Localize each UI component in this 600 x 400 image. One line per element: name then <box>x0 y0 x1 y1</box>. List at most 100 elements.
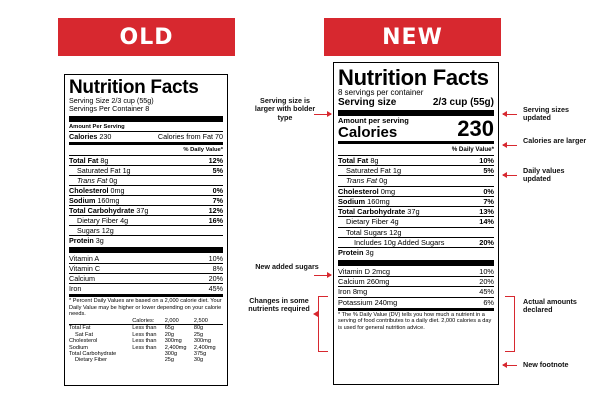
vitamin-dv: 6% <box>483 297 494 307</box>
vitamin-row: Vitamin D 2mcg 10% <box>338 267 494 276</box>
new-calories-label: Calories <box>338 124 398 142</box>
footnote-table-cell: Total Carbohydrate <box>69 351 117 358</box>
footnote-table-cell <box>69 318 132 325</box>
nutrient-row: Total Fat 8g 10% <box>338 154 494 165</box>
vitamin-name: Vitamin C <box>69 264 101 274</box>
vitamin-dv: 20% <box>479 276 494 286</box>
divider <box>338 141 494 145</box>
nutrient-row: Sodium 160mg 7% <box>69 195 223 205</box>
vitamin-name: Iron <box>69 284 82 294</box>
nutrient-row: Total Fat 8g 12% <box>69 155 223 165</box>
nutrient-row: Total Sugars 12g <box>338 226 494 237</box>
annot-new-added-sugars: New added sugars <box>255 262 319 271</box>
vitamin-name: Calcium <box>69 274 95 284</box>
footnote-table-row: Calories: 2,000 2,500 <box>69 318 223 325</box>
nutrient-amount: 3g <box>95 236 104 246</box>
footnote-table-cell: Total Fat <box>69 325 91 332</box>
nutrient-amount: 0g <box>109 176 118 186</box>
new-title: Nutrition Facts <box>338 65 489 90</box>
divider <box>69 247 223 254</box>
old-serving-size: Serving Size 2/3 cup (55g) <box>69 96 154 105</box>
old-footnote: * Percent Daily Values are based on a 2,… <box>69 298 222 318</box>
nutrient-amount: 37g <box>407 207 420 217</box>
nutrient-amount: 1g <box>122 166 131 176</box>
annot-daily-values-updated: Daily values updated <box>523 166 565 184</box>
old-footnote-table: Calories: 2,000 2,500 Total Fat Less than 65g… <box>69 318 223 364</box>
footnote-table-cell: 375g <box>193 351 207 358</box>
nutrient-name: Sugars <box>77 226 100 236</box>
nutrient-name: Protein <box>338 248 364 258</box>
nutrient-row: Total Carbohydrate 37g 12% <box>69 205 223 215</box>
vitamin-dv: 45% <box>208 284 223 294</box>
footnote-table-cell: Calories: <box>132 318 155 324</box>
nutrient-name: Protein <box>69 236 94 246</box>
arrow-footnote <box>502 362 517 368</box>
nutrient-amount: 0mg <box>380 186 396 196</box>
new-calories-row: Amount per serving Calories 230 <box>338 116 494 142</box>
nutrient-amount: 0g <box>379 176 388 186</box>
new-footnote: * The % Daily Value (DV) tells you how m… <box>338 311 492 332</box>
nutrient-row: Trans Fat 0g <box>338 175 494 185</box>
footnote-table-row: Total Fat Less than 65g 80g <box>69 325 223 332</box>
annot-serving-size-larger: Serving size is larger with bolder type <box>254 96 316 122</box>
nutrient-dv: 14% <box>479 217 494 227</box>
vitamin-dv: 10% <box>208 254 223 264</box>
nutrient-name: Total Fat <box>338 155 369 165</box>
arrow-calories <box>502 142 517 148</box>
footnote-table-cell: Less than <box>132 331 157 338</box>
old-nutrition-label: Nutrition Facts Serving Size 2/3 cup (55… <box>64 74 228 386</box>
old-banner: OLD <box>58 18 235 56</box>
old-calories-label: Calories <box>69 132 98 142</box>
new-servings-per: 8 servings per container <box>338 88 424 97</box>
old-amount-per: Amount Per Serving <box>69 123 125 130</box>
nutrient-name: Includes 10g Added Sugars <box>354 238 445 248</box>
nutrient-row: Cholesterol 0mg 0% <box>69 185 223 195</box>
footnote-table-cell: Cholesterol <box>69 338 98 345</box>
nutrient-amount: 4g <box>390 217 399 227</box>
divider <box>69 115 223 122</box>
nutrient-amount: 37g <box>136 206 149 216</box>
nutrient-amount: 160mg <box>97 196 120 206</box>
nutrient-row: Saturated Fat 1g 5% <box>69 165 223 175</box>
footnote-table-cell: 25g <box>193 331 204 338</box>
old-title: Nutrition Facts <box>69 77 199 98</box>
vitamin-row: Calcium 260mg 20% <box>338 275 494 286</box>
footnote-table-cell: Sat Fat <box>75 331 94 338</box>
bracket-left <box>318 296 328 352</box>
nutrient-dv: 20% <box>479 238 494 248</box>
vitamin-row: Iron 8mg 45% <box>338 286 494 296</box>
nutrient-row: Saturated Fat 1g 5% <box>338 165 494 175</box>
footnote-table-row: Sodium Less than 2,400mg 2,400mg <box>69 345 223 351</box>
new-dv-header: % Daily Value* <box>451 146 494 154</box>
nutrient-row: Total Carbohydrate 37g 13% <box>338 206 494 216</box>
arrow-serving-size <box>314 111 332 117</box>
nutrient-dv: 12% <box>208 156 223 166</box>
nutrient-row: Sugars 12g <box>69 225 223 235</box>
nutrient-row: Protein 3g <box>338 247 494 257</box>
nutrient-name: Dietary Fiber <box>346 217 389 227</box>
vitamin-row: Potassium 240mg 6% <box>338 296 494 307</box>
divider <box>69 142 223 146</box>
nutrient-amount: 12g <box>389 227 402 237</box>
nutrient-amount: 8g <box>100 156 109 166</box>
nutrient-name: Trans Fat <box>346 176 378 186</box>
vitamin-name: Vitamin D <box>338 266 370 276</box>
footnote-table-cell <box>132 357 164 363</box>
footnote-table-cell: 2,400mg <box>193 344 216 351</box>
footnote-table-cell: 20g <box>164 331 175 338</box>
footnote-table-row: Cholesterol Less than 300mg 300mg <box>69 338 223 344</box>
nutrient-amount: 4g <box>120 216 129 226</box>
footnote-table-cell: Less than <box>132 344 157 351</box>
nutrient-amount: 8g <box>370 155 379 165</box>
vitamin-amount: 2mcg <box>371 266 391 276</box>
footnote-table-cell: Dietary Fiber <box>75 357 108 364</box>
vitamin-dv: 8% <box>212 264 223 274</box>
footnote-table-cell: 2,000 <box>164 318 179 324</box>
nutrient-name: Sodium <box>69 196 96 206</box>
bracket-right <box>505 296 515 352</box>
nutrient-name: Total Carbohydrate <box>338 207 406 217</box>
vitamin-name: Iron <box>338 287 351 297</box>
new-amount-per: Amount per serving <box>338 116 409 126</box>
vitamin-amount: 260mg <box>366 276 390 286</box>
nutrient-row: Trans Fat 0g <box>69 175 223 185</box>
